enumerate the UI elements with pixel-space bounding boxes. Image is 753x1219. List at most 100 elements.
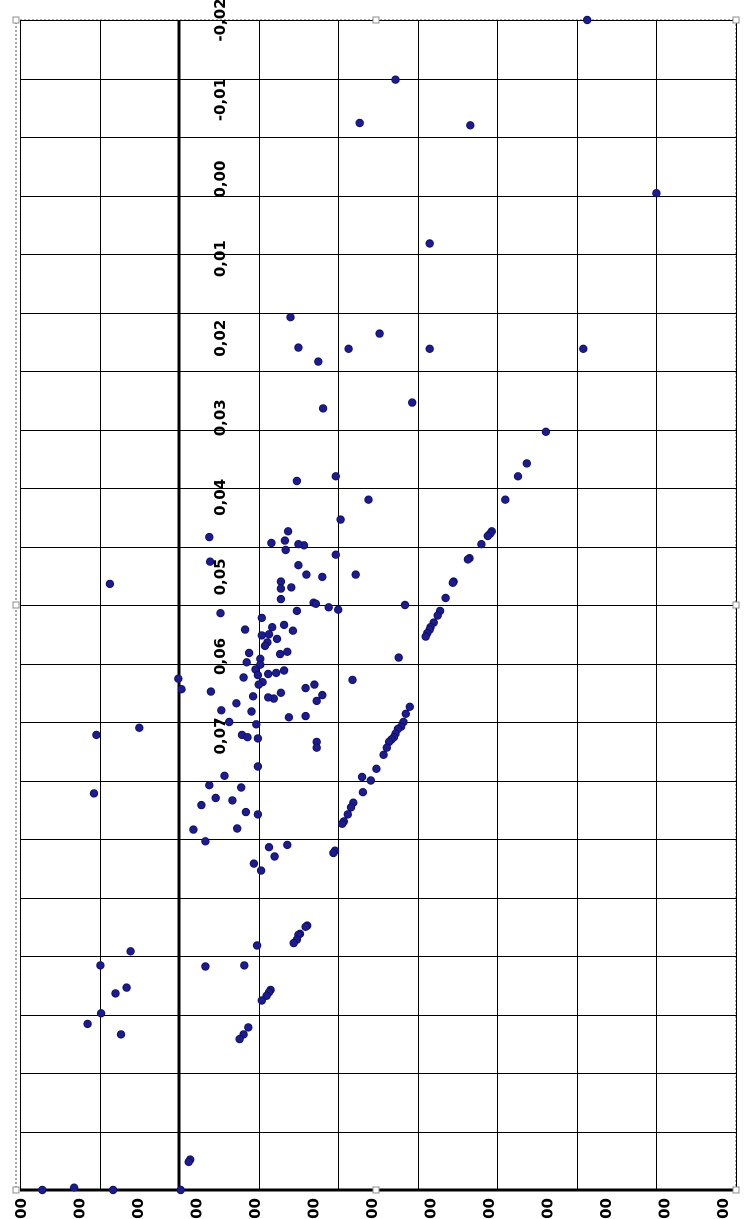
resize-handle-6[interactable] (372, 1186, 380, 1194)
data-point (283, 840, 292, 850)
data-point (96, 1009, 106, 1018)
data-point (253, 762, 263, 771)
data-point (289, 938, 298, 948)
data-point (247, 707, 256, 716)
data-point (264, 843, 274, 852)
x-tick-label-20: 100,00 (12, 1198, 30, 1219)
data-point (477, 540, 486, 549)
data-point (375, 329, 384, 338)
resize-handle-4[interactable] (732, 601, 740, 609)
data-point (364, 495, 373, 504)
y-tick-label-1: -0,01 (211, 78, 229, 121)
data-point (441, 593, 450, 603)
data-point (401, 709, 410, 718)
data-point (394, 653, 403, 662)
data-point (272, 668, 281, 678)
data-point (357, 772, 367, 782)
data-point (217, 706, 226, 715)
data-point (288, 626, 298, 635)
data-point (257, 996, 266, 1005)
data-point (249, 859, 259, 868)
data-point (318, 404, 328, 413)
data-point (276, 584, 286, 593)
resize-handle-7[interactable] (732, 1186, 740, 1194)
data-point (228, 796, 237, 805)
resize-handle-3[interactable] (12, 601, 20, 609)
data-point (522, 459, 531, 468)
data-point (287, 583, 296, 592)
data-point (334, 605, 343, 614)
data-point (448, 578, 457, 587)
data-point (205, 781, 214, 790)
data-point (483, 531, 492, 541)
x-tick-label-12: 60,00 (480, 1198, 498, 1219)
data-point (232, 824, 242, 833)
data-point (184, 1157, 193, 1167)
data-point (224, 717, 234, 727)
data-point (240, 625, 250, 634)
x-tick-label-16: 80,00 (246, 1198, 264, 1219)
data-point (205, 532, 214, 542)
data-point (318, 572, 327, 582)
data-point (248, 692, 258, 701)
data-point (344, 344, 353, 353)
data-point (242, 658, 251, 667)
data-point (294, 343, 303, 352)
data-point (310, 680, 319, 689)
resize-handle-0[interactable] (12, 16, 20, 24)
y-tick-label-6: 0,04 (211, 479, 229, 516)
data-point (343, 810, 352, 819)
data-point (366, 776, 375, 785)
data-point (244, 1023, 253, 1032)
data-point (294, 540, 303, 549)
data-point (329, 848, 338, 858)
data-point (201, 962, 210, 971)
data-point (122, 983, 131, 992)
data-point (264, 693, 273, 702)
data-point (220, 771, 229, 780)
data-point (275, 649, 285, 659)
resize-handle-1[interactable] (372, 16, 380, 24)
data-point (96, 961, 105, 970)
data-point (312, 743, 321, 752)
y-tick-label-4: 0,02 (211, 320, 229, 357)
data-points (38, 15, 661, 1195)
data-point (92, 730, 101, 740)
data-point (270, 852, 279, 861)
x-tick-label-11: 55,00 (539, 1198, 557, 1219)
y-tick-label-0: -0,02 (211, 0, 229, 42)
data-point (216, 609, 225, 618)
data-point (268, 623, 277, 632)
data-point (111, 989, 120, 998)
data-point (286, 313, 295, 322)
data-point (292, 476, 302, 486)
data-point (257, 631, 266, 640)
data-point (205, 557, 215, 566)
data-point (346, 803, 356, 812)
resize-handle-2[interactable] (732, 16, 740, 24)
data-point (253, 671, 263, 680)
data-point (232, 699, 241, 708)
data-point (294, 561, 303, 570)
data-point (69, 1183, 79, 1192)
data-point (241, 807, 251, 817)
y-tick-label-9: 0,07 (211, 717, 229, 754)
data-point (177, 685, 186, 694)
data-point (355, 118, 364, 128)
data-point (338, 819, 347, 828)
resize-handle-5[interactable] (12, 1186, 20, 1194)
data-point (253, 734, 263, 743)
data-point (105, 579, 115, 589)
data-point (391, 75, 400, 84)
data-point (583, 15, 592, 25)
selection-handles[interactable] (12, 16, 740, 1194)
data-point (433, 611, 442, 620)
data-point (579, 344, 588, 353)
data-point (382, 743, 391, 752)
data-point (264, 669, 273, 679)
data-point (38, 1185, 47, 1195)
data-point (336, 515, 345, 524)
data-point (425, 239, 434, 248)
data-point (272, 634, 282, 644)
